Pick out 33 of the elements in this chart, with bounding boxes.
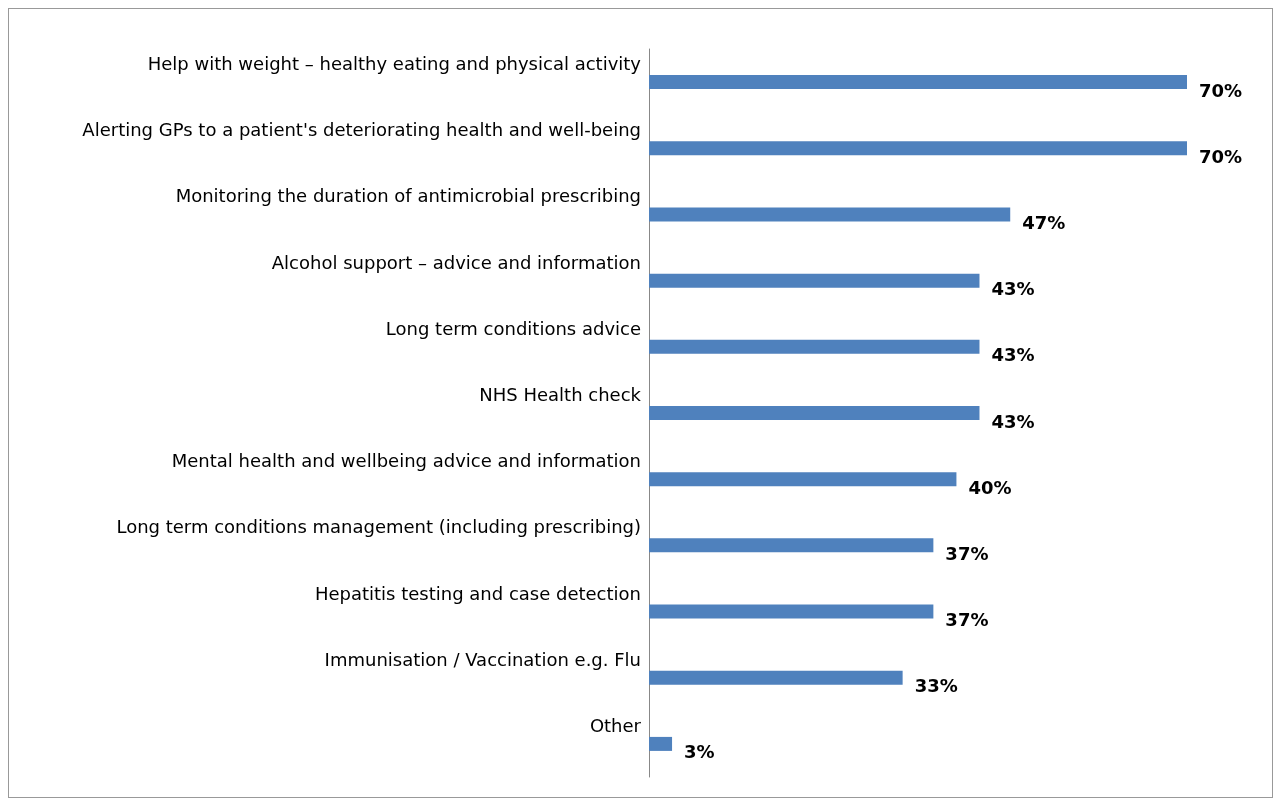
bar bbox=[649, 339, 980, 354]
data-label: 43% bbox=[991, 344, 1035, 366]
data-label: 3% bbox=[684, 741, 715, 763]
y-tick-label: Hepatitis testing and case detection bbox=[314, 582, 641, 604]
bar bbox=[649, 472, 957, 487]
bar bbox=[649, 207, 1011, 222]
y-tick-label: Mental health and wellbeing advice and information bbox=[171, 450, 641, 472]
data-label: 40% bbox=[968, 476, 1012, 498]
bar bbox=[649, 670, 903, 685]
data-label: 37% bbox=[945, 542, 989, 564]
bar bbox=[649, 604, 934, 619]
y-tick-label: Other bbox=[589, 714, 642, 736]
data-label: 70% bbox=[1199, 79, 1243, 101]
bar bbox=[649, 538, 934, 553]
y-tick-label: Long term conditions advice bbox=[385, 317, 641, 339]
data-label: 47% bbox=[1022, 211, 1066, 233]
y-tick-label: Monitoring the duration of antimicrobial prescribing bbox=[175, 185, 641, 207]
bar bbox=[649, 75, 1187, 90]
y-tick-label: Alcohol support – advice and information bbox=[271, 251, 641, 273]
bar bbox=[649, 273, 980, 288]
data-label: 33% bbox=[914, 675, 958, 697]
data-label: 70% bbox=[1199, 145, 1243, 167]
y-tick-label: Help with weight – healthy eating and physical activity bbox=[147, 53, 642, 75]
y-tick-label: Alerting GPs to a patient's deteriorating health and well-being bbox=[82, 119, 641, 141]
bar bbox=[649, 141, 1187, 156]
y-tick-label: Long term conditions management (including prescribing) bbox=[116, 516, 641, 538]
bar bbox=[649, 406, 980, 420]
y-tick-label: Immunisation / Vaccination e.g. Flu bbox=[324, 648, 641, 670]
y-tick-label: NHS Health check bbox=[479, 384, 642, 405]
bar bbox=[649, 736, 673, 751]
data-label: 37% bbox=[945, 609, 989, 631]
data-label: 43% bbox=[991, 410, 1035, 432]
data-label: 43% bbox=[991, 278, 1035, 300]
